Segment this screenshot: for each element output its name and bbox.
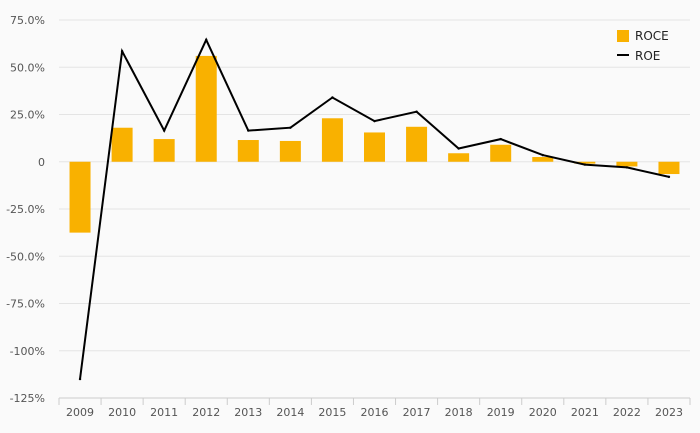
roe-point bbox=[78, 377, 82, 381]
roce-bar bbox=[321, 118, 343, 162]
y-tick-label: -125% bbox=[10, 392, 45, 405]
y-axis-tick-labels: 75.0% 50.0% 25.0% 0 -25.0% -50.0% -75.0% -100% -… bbox=[6, 14, 45, 405]
roce-bar bbox=[574, 161, 596, 164]
roe-point bbox=[541, 153, 544, 157]
roe-point bbox=[415, 110, 418, 113]
roe-point bbox=[583, 163, 587, 166]
x-axis: 2009 2010 2011 2012 2013 2014 2015 2016 2017 2018… bbox=[58, 397, 691, 419]
x-tick-label: 2023 bbox=[655, 406, 683, 419]
roe-point bbox=[247, 129, 250, 132]
x-tick-label: 2017 bbox=[403, 406, 431, 419]
roce-bars bbox=[69, 55, 680, 233]
roe-point bbox=[625, 166, 629, 169]
x-tick-label: 2010 bbox=[108, 406, 136, 419]
x-tick-label: 2016 bbox=[361, 406, 389, 419]
x-tick-label: 2012 bbox=[192, 406, 220, 419]
x-tick-label: 2021 bbox=[571, 406, 599, 419]
roe-point bbox=[667, 175, 671, 179]
gridlines bbox=[59, 19, 690, 399]
x-tick-label: 2009 bbox=[66, 406, 94, 419]
y-tick-label: -100% bbox=[10, 345, 45, 358]
roce-bar bbox=[153, 139, 175, 162]
y-tick-label: 50.0% bbox=[10, 61, 45, 74]
roe-point bbox=[205, 38, 208, 42]
x-tick-label: 2011 bbox=[150, 406, 178, 419]
roce-bar bbox=[532, 157, 554, 162]
y-tick-label: -50.0% bbox=[6, 250, 45, 263]
roce-bar bbox=[658, 161, 680, 175]
legend-label-roe: ROE bbox=[635, 49, 660, 63]
y-tick-label: 75.0% bbox=[10, 14, 45, 27]
roe-point bbox=[457, 147, 460, 150]
roe-point bbox=[162, 129, 166, 132]
roce-bar bbox=[279, 140, 301, 162]
legend: ROCE ROE bbox=[617, 29, 669, 63]
x-tick-label: 2015 bbox=[318, 406, 346, 419]
roe-point bbox=[499, 137, 502, 141]
legend-label-roce: ROCE bbox=[635, 29, 669, 43]
x-tick-label: 2014 bbox=[276, 406, 304, 419]
roce-bar bbox=[448, 153, 470, 162]
x-tick-label: 2020 bbox=[529, 406, 557, 419]
x-tick-label: 2018 bbox=[445, 406, 473, 419]
roce-bar bbox=[490, 144, 512, 162]
y-tick-label: 0 bbox=[38, 156, 45, 169]
x-tick-label: 2013 bbox=[234, 406, 262, 419]
roe-point bbox=[331, 96, 334, 99]
roce-bar bbox=[111, 127, 133, 162]
roce-bar bbox=[364, 132, 385, 162]
roe-point bbox=[373, 119, 376, 123]
roce-bar bbox=[237, 140, 259, 162]
y-tick-label: -25.0% bbox=[6, 203, 45, 216]
roce-bar bbox=[69, 161, 91, 233]
roe-line-layer bbox=[78, 37, 671, 381]
y-tick-label: -75.0% bbox=[6, 298, 45, 311]
roe-point bbox=[289, 126, 292, 129]
roe-point bbox=[120, 49, 124, 53]
roce-bar bbox=[406, 126, 428, 162]
x-tick-label: 2019 bbox=[487, 406, 515, 419]
y-tick-label: 25.0% bbox=[10, 109, 45, 122]
roce-bar bbox=[616, 161, 638, 167]
roce-bar bbox=[195, 55, 217, 162]
x-tick-label: 2022 bbox=[613, 406, 641, 419]
legend-swatch-roce bbox=[617, 30, 629, 42]
